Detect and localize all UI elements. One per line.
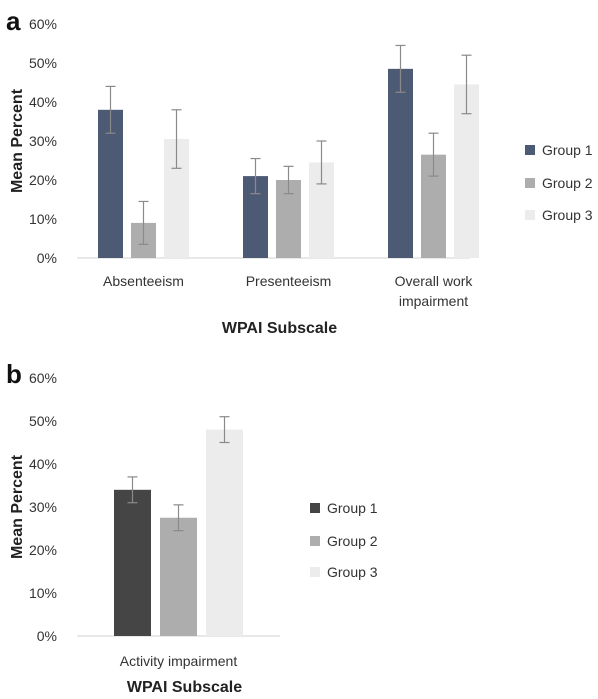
y-tick-label: 60% — [29, 16, 57, 32]
category-label: impairment — [399, 293, 468, 309]
bar-1-1 — [114, 489, 151, 636]
y-axis-title: Mean Percent — [9, 88, 26, 193]
x-axis-title: WPAI Subscale — [127, 679, 242, 696]
panel-label: b — [6, 359, 22, 389]
y-tick-label: 0% — [37, 250, 57, 266]
y-tick-label: 0% — [37, 628, 57, 644]
y-tick-label: 20% — [29, 172, 57, 188]
legend-label: Group 3 — [327, 564, 378, 580]
legend-swatch — [525, 210, 535, 220]
bar-2-1 — [160, 517, 197, 636]
chart-b: b 0% 10% 20% 30% 40% 50% 60% Activity impairment… — [6, 359, 378, 696]
y-tick-label: 10% — [29, 585, 57, 601]
y-axis-title: Mean Percent — [9, 454, 26, 559]
legend-label: Group 3 — [542, 207, 593, 223]
legend-swatch — [310, 536, 320, 546]
category-label: Presenteeism — [246, 273, 332, 289]
x-axis-title: WPAI Subscale — [222, 320, 337, 337]
category-label: Activity impairment — [120, 653, 238, 669]
bar-1-1 — [98, 109, 123, 258]
legend-swatch — [525, 178, 535, 188]
y-tick-label: 30% — [29, 499, 57, 515]
legend-label: Group 2 — [327, 533, 378, 549]
y-tick-label: 40% — [29, 456, 57, 472]
category-label: Absenteeism — [103, 273, 184, 289]
legend-swatch — [525, 145, 535, 155]
legend-label: Group 1 — [542, 142, 593, 158]
y-tick-label: 60% — [29, 370, 57, 386]
legend-label: Group 1 — [327, 500, 378, 516]
category-label: Overall work — [395, 273, 474, 289]
bar-3-1 — [206, 429, 243, 636]
y-tick-label: 50% — [29, 55, 57, 71]
legend-label: Group 2 — [542, 175, 593, 191]
legend-swatch — [310, 503, 320, 513]
y-tick-label: 30% — [29, 133, 57, 149]
y-tick-label: 50% — [29, 413, 57, 429]
panel-label: a — [6, 6, 21, 36]
bar-1-3 — [388, 68, 413, 258]
y-tick-label: 10% — [29, 211, 57, 227]
legend-swatch — [310, 567, 320, 577]
y-tick-label: 20% — [29, 542, 57, 558]
y-tick-label: 40% — [29, 94, 57, 110]
chart-a: a 0% 10% 20% 30% 40% 50% 60% Absenteeism Presente… — [6, 6, 593, 337]
